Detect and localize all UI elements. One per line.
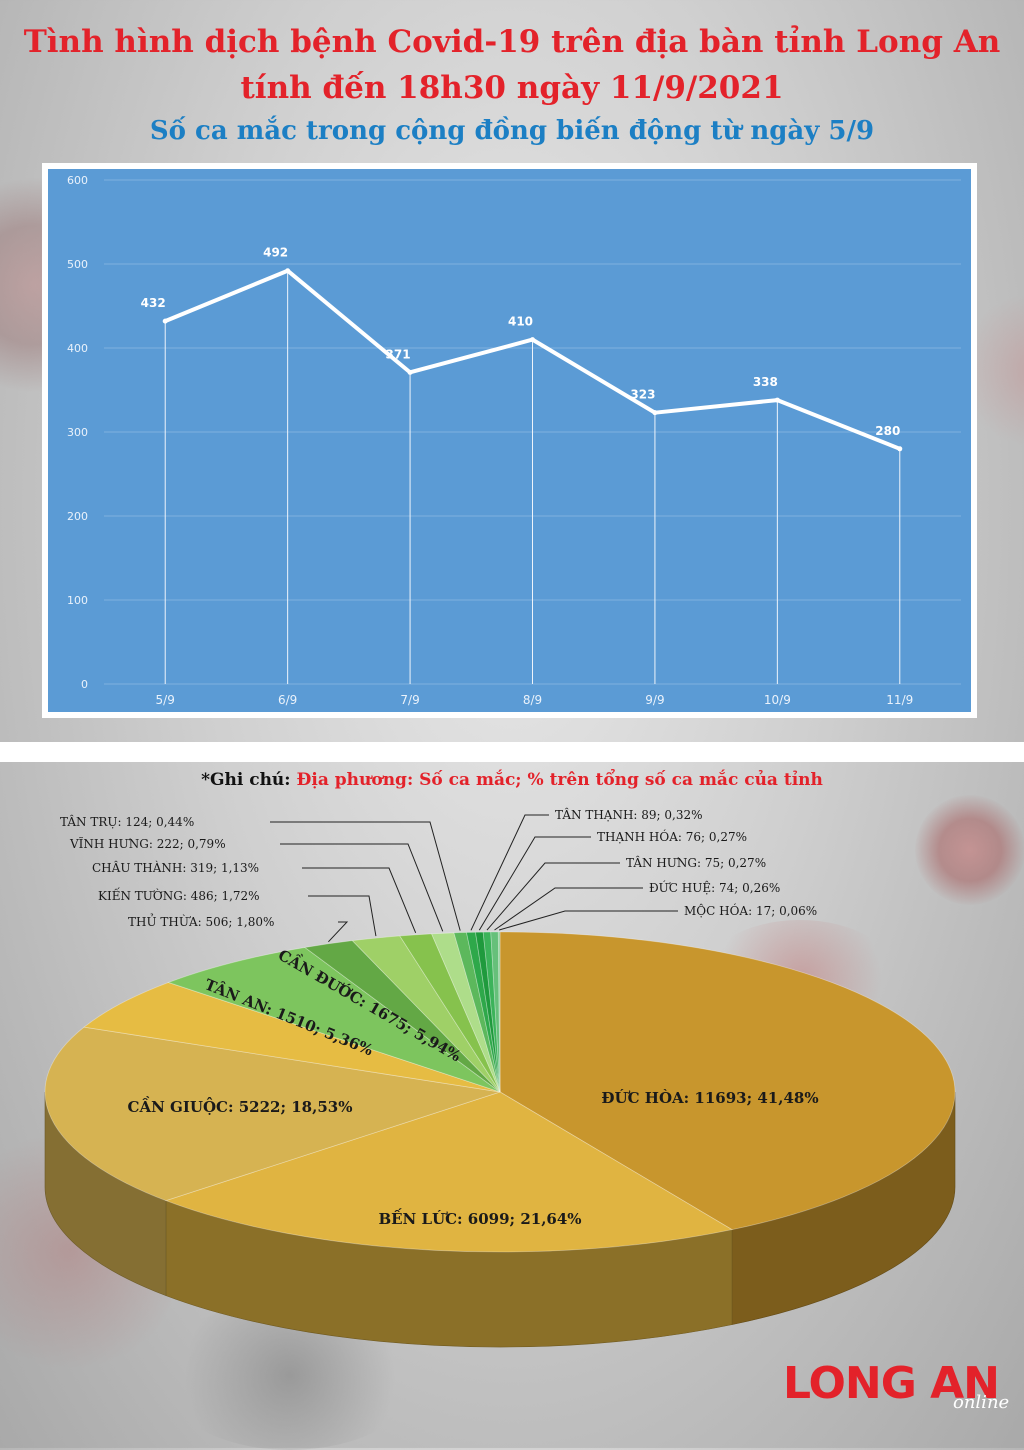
data-point [897, 446, 903, 452]
pie-label: TÂN TRỤ: 124; 0,44% [60, 814, 194, 829]
pie-label: CHÂU THÀNH: 319; 1,13% [92, 860, 259, 875]
pie-label: MỘC HÓA: 17; 0,06% [684, 902, 817, 918]
pie-label: TÂN HƯNG: 75; 0,27% [626, 855, 766, 870]
leader-line [478, 836, 591, 931]
line-chart-frame: 0 100 200 300 400 500 600 432 492 371 410 323 338 280… [42, 163, 977, 718]
leader-line [270, 821, 461, 931]
pie-slice [490, 931, 501, 1093]
pie-slice [351, 935, 501, 1093]
data-point [285, 268, 291, 274]
pie-slice [453, 932, 501, 1093]
pie-slice [303, 940, 501, 1093]
longan-online-logo: LONG AN online [783, 1358, 1013, 1438]
pie-label: KIẾN TƯỜNG: 486; 1,72% [98, 886, 260, 903]
data-label: 432 [141, 296, 166, 310]
line-chart-area: 0 100 200 300 400 500 600 432 492 371 410 323 338 280… [48, 169, 971, 712]
data-label: 371 [386, 347, 411, 361]
pie-slice [482, 931, 501, 1093]
pie-note-text: Địa phương: Số ca mắc; % trên tổng số ca… [296, 770, 823, 790]
pie-note: *Ghi chú: Địa phương: Số ca mắc; % trên … [0, 770, 1024, 790]
leader-line [498, 910, 678, 931]
pie-slice [83, 982, 501, 1093]
pie-slice [431, 932, 501, 1093]
virus-decoration [915, 795, 1024, 905]
x-tick-label: 5/9 [156, 693, 175, 707]
x-tick-label: 8/9 [523, 693, 542, 707]
page-title-line1: Tình hình dịch bệnh Covid-19 trên địa bà… [23, 24, 1001, 60]
leader-line [302, 867, 417, 933]
y-tick-label: 0 [81, 678, 88, 691]
leader-line [494, 887, 643, 931]
pie-slice [399, 933, 501, 1093]
data-label: 410 [508, 315, 533, 329]
line-chart: 0 100 200 300 400 500 600 432 492 371 410 323 338 280… [67, 174, 961, 707]
data-point [652, 410, 658, 416]
data-point [407, 369, 413, 375]
x-tick-label: 9/9 [645, 693, 664, 707]
data-point [530, 337, 535, 343]
x-tick-label: 6/9 [278, 693, 297, 707]
pie-slice [44, 1026, 501, 1202]
y-tick-label: 100 [67, 594, 88, 607]
pie-label: ĐỨC HÒA: 11693; 41,48% [601, 1089, 818, 1107]
logo-main-text: LONG AN [783, 1358, 1000, 1409]
data-point [774, 397, 780, 403]
leader-line [328, 921, 349, 943]
pie-note-label: *Ghi chú: [201, 770, 291, 790]
x-tick-label: 10/9 [764, 693, 791, 707]
pie-slice [164, 1091, 734, 1253]
pie-label: CẦN GIUỘC: 5222; 18,53% [128, 1096, 353, 1116]
pie-slice [499, 931, 956, 1231]
logo-sub-text: online [953, 1392, 1010, 1413]
pie-slice [167, 947, 501, 1093]
y-tick-label: 500 [67, 258, 88, 271]
pie-chart: ĐỨC HÒA: 11693; 41,48% BẾN LỨC: 6099; 21,… [44, 807, 956, 1348]
y-tick-label: 600 [67, 174, 88, 187]
y-tick-label: 200 [67, 510, 88, 523]
data-point [162, 318, 168, 324]
leader-line [308, 895, 377, 937]
leader-line [486, 862, 620, 931]
pie-slice [465, 931, 501, 1093]
pie-label: BẾN LỨC: 6099; 21,64% [378, 1208, 581, 1228]
section-divider [0, 742, 1024, 762]
x-tick-label: 7/9 [400, 693, 419, 707]
pie-label: THỦ THỪA: 506; 1,80% [128, 912, 274, 929]
leader-line [470, 814, 549, 931]
pie-label: ĐỨC HUỆ: 74; 0,26% [649, 879, 780, 895]
x-tick-label: 11/9 [886, 693, 913, 707]
leader-line [280, 843, 444, 932]
y-tick-label: 300 [67, 426, 88, 439]
pie-slice [497, 931, 501, 1093]
pie-label: THẠNH HÓA: 76; 0,27% [597, 828, 747, 844]
data-label: 492 [263, 246, 288, 260]
data-label: 280 [875, 424, 900, 438]
pie-label: VĨNH HƯNG: 222; 0,79% [69, 836, 226, 851]
page-title-line2: tính đến 18h30 ngày 11/9/2021 [240, 70, 784, 106]
pie-label: TÂN THẠNH: 89; 0,32% [555, 807, 703, 822]
data-label: 338 [753, 375, 778, 389]
pie-slice [475, 931, 501, 1093]
y-tick-label: 400 [67, 342, 88, 355]
data-label: 323 [630, 388, 655, 402]
chart-subtitle: Số ca mắc trong cộng đồng biến động từ n… [149, 116, 875, 146]
